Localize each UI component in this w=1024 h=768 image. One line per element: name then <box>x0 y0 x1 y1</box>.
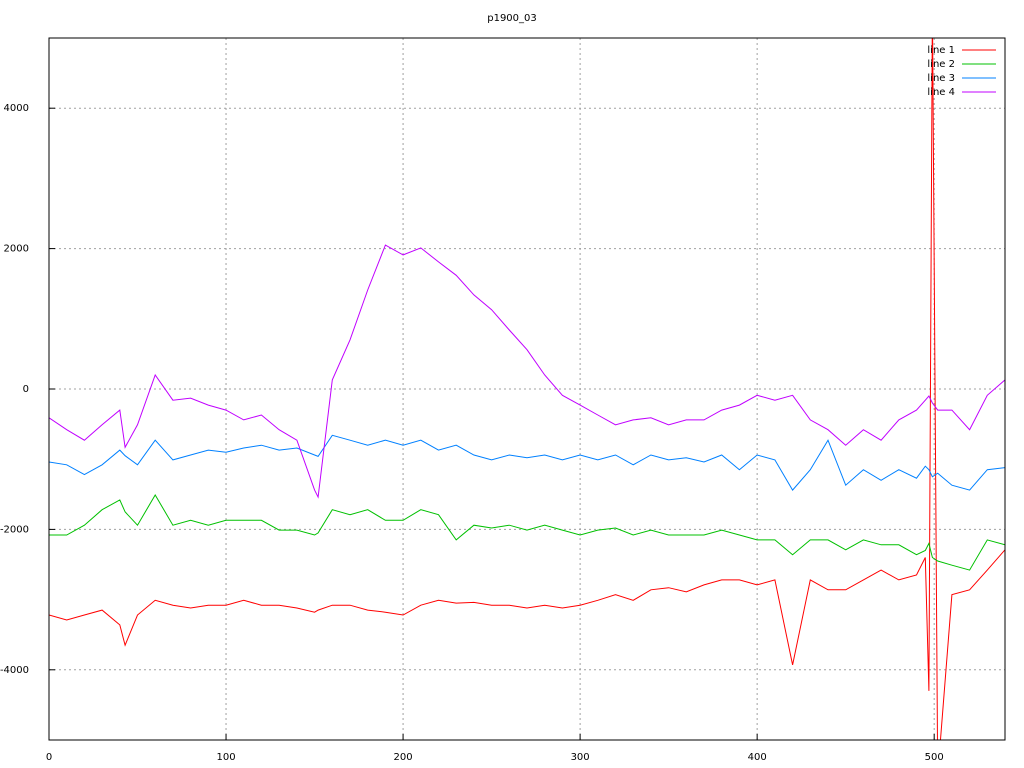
legend: line 1 line 2 line 3 line 4 <box>927 45 996 98</box>
x-tick-label: 0 <box>46 752 52 763</box>
grid: -4000 -2000 0 2000 4000 0 100 200 300 400 500 <box>0 38 1005 763</box>
data-line <box>49 244 1005 499</box>
legend-label: line 2 <box>927 59 955 70</box>
y-tick-label: 2000 <box>4 244 29 255</box>
x-tick-label: 200 <box>394 752 413 763</box>
legend-label: line 4 <box>927 87 955 98</box>
y-tick-label: 0 <box>23 384 29 395</box>
x-tick-label: 500 <box>925 752 944 763</box>
x-tick-label: 300 <box>571 752 590 763</box>
y-tick-label: -4000 <box>0 665 29 676</box>
plot-border <box>48 37 1006 741</box>
data-line <box>49 494 1005 571</box>
x-tick-label: 400 <box>748 752 767 763</box>
data-line <box>49 38 1005 740</box>
chart-title: p1900_03 <box>487 13 537 24</box>
plot-area <box>49 38 1005 740</box>
y-tick-label: 4000 <box>4 103 29 114</box>
legend-label: line 3 <box>927 73 955 84</box>
x-tick-label: 100 <box>216 752 235 763</box>
y-tick-label: -2000 <box>0 524 29 535</box>
data-line <box>49 434 1005 491</box>
legend-label: line 1 <box>927 45 955 56</box>
